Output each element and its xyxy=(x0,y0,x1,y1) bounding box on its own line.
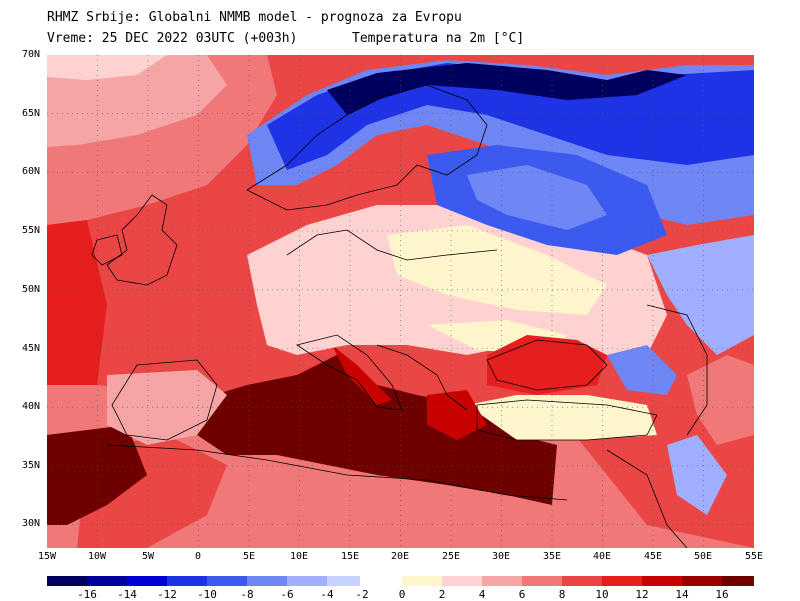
legend-label: -2 xyxy=(355,588,369,601)
lat-label: 30N xyxy=(21,518,40,529)
lat-label: 40N xyxy=(21,401,40,412)
legend-label: -14 xyxy=(117,588,137,601)
lat-label: 55N xyxy=(21,225,40,236)
lat-label: 35N xyxy=(21,460,40,471)
temperature-map xyxy=(47,55,754,548)
legend-label: 4 xyxy=(478,588,486,601)
legend-label: 6 xyxy=(518,588,526,601)
chart-title: RHMZ Srbije: Globalni NMMB model - progn… xyxy=(47,10,462,25)
lon-label: 30E xyxy=(491,551,511,562)
legend-swatch xyxy=(722,576,754,586)
legend-swatch xyxy=(207,576,247,586)
legend-swatch xyxy=(442,576,482,586)
legend-label: -8 xyxy=(240,588,254,601)
color-legend xyxy=(47,576,754,586)
legend-swatch xyxy=(87,576,127,586)
lat-label: 45N xyxy=(21,343,40,354)
legend-label: 16 xyxy=(715,588,729,601)
legend-swatch xyxy=(127,576,167,586)
legend-label: 0 xyxy=(398,588,406,601)
legend-swatch xyxy=(247,576,287,586)
legend-label: 12 xyxy=(635,588,649,601)
forecast-time: Vreme: 25 DEC 2022 03UTC (+003h) xyxy=(47,31,298,46)
map-canvas xyxy=(47,55,754,548)
mediterranean-warm xyxy=(197,355,557,505)
lat-label: 50N xyxy=(21,284,40,295)
legend-swatch xyxy=(562,576,602,586)
legend-label: 14 xyxy=(675,588,689,601)
coastlines xyxy=(91,84,708,548)
lon-label: 10E xyxy=(289,551,309,562)
lon-label: 25E xyxy=(441,551,461,562)
lon-label: 5E xyxy=(242,551,256,562)
lat-label: 65N xyxy=(21,108,40,119)
legend-swatch xyxy=(522,576,562,586)
black-sea-warm xyxy=(487,335,607,395)
lon-label: 0 xyxy=(194,551,202,562)
legend-swatch xyxy=(482,576,522,586)
legend-label: 10 xyxy=(595,588,609,601)
lon-label: 55E xyxy=(744,551,764,562)
legend-swatch xyxy=(642,576,682,586)
legend-label: -6 xyxy=(280,588,294,601)
legend-label: -16 xyxy=(77,588,97,601)
legend-swatch xyxy=(167,576,207,586)
lon-label: 10W xyxy=(87,551,107,562)
lon-label: 15E xyxy=(340,551,360,562)
lon-label: 40E xyxy=(592,551,612,562)
legend-label: 2 xyxy=(438,588,446,601)
lon-label: 20E xyxy=(390,551,410,562)
lat-label: 60N xyxy=(21,166,40,177)
legend-label: -10 xyxy=(197,588,217,601)
legend-label: -4 xyxy=(320,588,334,601)
legend-swatch xyxy=(682,576,722,586)
legend-swatch xyxy=(327,576,360,586)
lon-label: 5W xyxy=(141,551,155,562)
legend-label: -12 xyxy=(157,588,177,601)
legend-label: 8 xyxy=(558,588,566,601)
lon-label: 35E xyxy=(542,551,562,562)
legend-swatch xyxy=(402,576,442,586)
lon-label: 15W xyxy=(37,551,57,562)
lon-label: 45E xyxy=(643,551,663,562)
legend-swatch xyxy=(47,576,87,586)
lon-label: 50E xyxy=(693,551,713,562)
legend-swatch xyxy=(287,576,327,586)
field-name: Temperatura na 2m [°C] xyxy=(352,31,525,46)
lat-label: 70N xyxy=(21,49,40,60)
legend-swatch xyxy=(602,576,642,586)
